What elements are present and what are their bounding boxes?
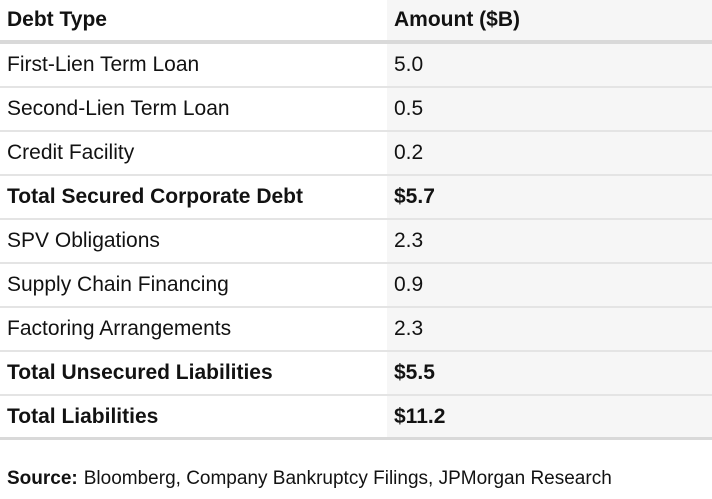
table-row: SPV Obligations 2.3 [0, 220, 712, 264]
table-row: Supply Chain Financing 0.9 [0, 264, 712, 308]
debt-type-cell: First-Lien Term Loan [7, 53, 200, 76]
table-row: Total Liabilities $11.2 [0, 396, 712, 440]
debt-type-cell: SPV Obligations [7, 229, 160, 252]
amount-cell: 0.2 [387, 132, 712, 174]
table-row: First-Lien Term Loan 5.0 [0, 44, 712, 88]
column-header-amount: Amount ($B) [387, 0, 712, 40]
amount-cell: 0.5 [387, 88, 712, 130]
amount-cell: $5.7 [387, 176, 712, 218]
table-row: Total Secured Corporate Debt $5.7 [0, 176, 712, 220]
source-text: Bloomberg, Company Bankruptcy Filings, J… [83, 468, 612, 489]
debt-type-cell: Total Secured Corporate Debt [7, 185, 303, 208]
debt-type-cell: Total Unsecured Liabilities [7, 361, 273, 384]
amount-cell: 2.3 [387, 220, 712, 262]
amount-cell: 5.0 [387, 44, 712, 86]
debt-type-cell: Factoring Arrangements [7, 317, 232, 340]
amount-cell: $5.5 [387, 352, 712, 394]
table-row: Credit Facility 0.2 [0, 132, 712, 176]
amount-cell: 2.3 [387, 308, 712, 350]
debt-table: Debt Type Amount ($B) First-Lien Term Lo… [0, 0, 712, 440]
debt-type-cell: Supply Chain Financing [7, 273, 229, 296]
column-header-debt-type: Debt Type [7, 8, 107, 31]
debt-type-cell: Credit Facility [7, 141, 135, 164]
source-label: Source: [7, 468, 78, 489]
table-row: Factoring Arrangements 2.3 [0, 308, 712, 352]
debt-type-cell: Second-Lien Term Loan [7, 97, 230, 120]
amount-cell: 0.9 [387, 264, 712, 306]
table-row: Second-Lien Term Loan 0.5 [0, 88, 712, 132]
debt-type-cell: Total Liabilities [7, 404, 159, 428]
amount-cell: $11.2 [387, 396, 712, 437]
source-note: Source: Bloomberg, Company Bankruptcy Fil… [0, 467, 712, 491]
table-row: Total Unsecured Liabilities $5.5 [0, 352, 712, 396]
table-header-row: Debt Type Amount ($B) [0, 0, 712, 44]
